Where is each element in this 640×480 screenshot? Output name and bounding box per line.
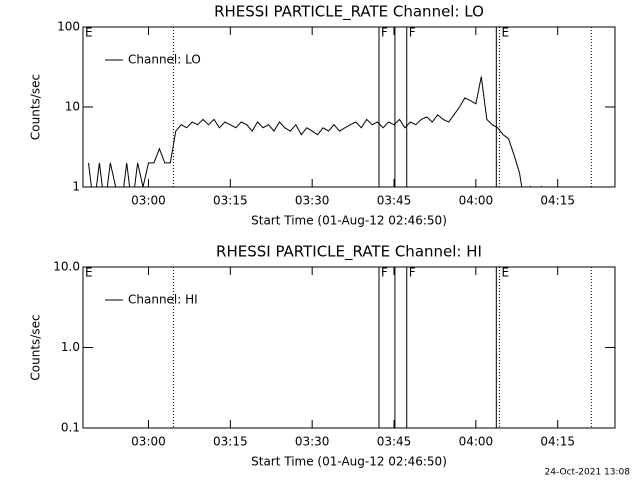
y-axis-label: Counts/sec — [29, 74, 43, 140]
x-tick-label: 04:15 — [540, 435, 575, 449]
plot-frame — [82, 26, 616, 188]
y-tick-label: 10.0 — [53, 260, 80, 274]
x-tick-label: 04:00 — [459, 435, 494, 449]
x-tick-label: 03:00 — [131, 194, 166, 208]
series-line — [88, 76, 542, 187]
plot-frame — [82, 266, 616, 429]
legend-label: Channel: HI — [128, 293, 198, 307]
x-tick-label: 03:45 — [377, 194, 412, 208]
flag-label: F — [409, 266, 416, 280]
legend-label: Channel: LO — [128, 53, 201, 67]
flag-label: E — [85, 266, 93, 280]
x-tick-label: 04:00 — [459, 194, 494, 208]
x-tick-label: 03:45 — [377, 435, 412, 449]
x-tick-label: 03:15 — [213, 435, 248, 449]
x-tick-label: 03:00 — [131, 435, 166, 449]
x-axis-label: Start Time (01-Aug-12 02:46:50) — [251, 455, 447, 469]
y-axis-label: Counts/sec — [29, 314, 43, 380]
flag-label: F — [381, 266, 388, 280]
flag-label: E — [502, 26, 510, 40]
chart: RHESSI PARTICLE_RATE Channel: LO Counts/s… — [29, 3, 616, 228]
x-tick-label: 03:30 — [295, 194, 330, 208]
flag-label: F — [409, 26, 416, 40]
y-tick-label: 1.0 — [61, 340, 80, 354]
flag-label: E — [85, 26, 93, 40]
chart-title: RHESSI PARTICLE_RATE Channel: LO — [214, 3, 484, 22]
y-tick-label: 1 — [72, 180, 80, 194]
flag-label: F — [381, 26, 388, 40]
footer-date: 24-Oct-2021 13:08 — [545, 468, 631, 478]
chart: RHESSI PARTICLE_RATE Channel: HI Counts/s… — [29, 243, 616, 469]
y-tick-label: 0.1 — [61, 421, 80, 435]
x-tick-label: 03:30 — [295, 435, 330, 449]
y-tick-label: 10 — [65, 100, 80, 114]
y-tick-label: 100 — [57, 20, 80, 34]
x-tick-label: 03:15 — [213, 194, 248, 208]
flag-label: E — [502, 266, 510, 280]
x-axis-label: Start Time (01-Aug-12 02:46:50) — [251, 214, 447, 228]
x-tick-label: 04:15 — [540, 194, 575, 208]
chart-title: RHESSI PARTICLE_RATE Channel: HI — [216, 243, 482, 262]
